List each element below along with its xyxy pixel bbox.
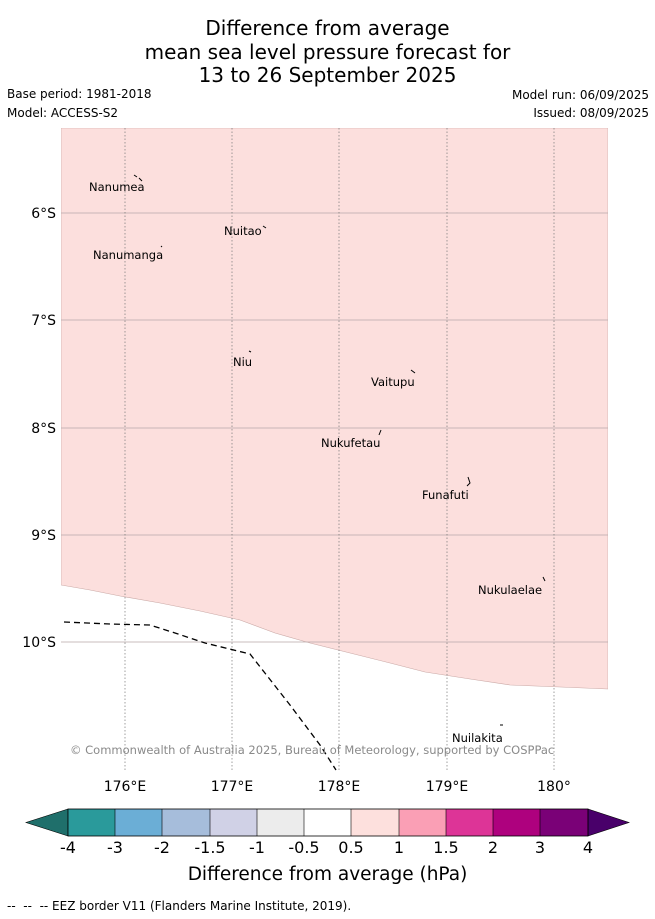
island-funafuti-shape [466,476,471,487]
latitude-gridlines [61,212,608,643]
cb-tick-9: 1.5 [433,838,458,857]
latitude-labels: 6°S 7°S 8°S 9°S 10°S [22,206,56,651]
lat-label-8s: 8°S [31,421,56,437]
lon-label-180: 180° [537,779,571,795]
colorbar-tick-labels: -4 -3 -2 -1.5 -1 -0.5 0.5 1 1.5 2 3 4 [60,838,593,857]
cb-tick-3: -2 [154,838,170,857]
lat-label-10s: 10°S [22,635,56,651]
cb-tick-5: -1 [249,838,265,857]
copyright-notice: © Commonwealth of Australia 2025, Bureau… [70,743,554,757]
colorbar-segment-2 [115,809,162,836]
map-panel: Nanumea Nuitao Nanumanga Niu Vaitupu Nuk… [61,128,608,771]
colorbar: -4 -3 -2 -1.5 -1 -0.5 0.5 1 1.5 2 3 4 Di… [25,808,630,885]
cb-tick-4: -1.5 [194,838,225,857]
island-outlines [133,174,546,726]
cb-tick-6: -0.5 [288,838,319,857]
colorbar-segment-3 [162,809,210,836]
lon-label-177e: 177°E [211,779,254,795]
title-line-3: 13 to 26 September 2025 [198,63,457,87]
place-nuilakita: Nuilakita [452,731,503,745]
colorbar-segment-1 [68,809,115,836]
cb-tick-8: 1 [394,838,404,857]
lon-label-176e: 176°E [104,779,147,795]
colorbar-segment-5 [257,809,304,836]
colorbar-segment-9 [446,809,493,836]
model-label: Model: ACCESS-S2 [7,106,119,120]
place-labels: Nanumea Nuitao Nanumanga Niu Vaitupu Nuk… [89,180,542,745]
colorbar-segment-8 [399,809,446,836]
cb-tick-12: 4 [583,838,593,857]
title-line-2: mean sea level pressure forecast for [144,39,511,64]
colorbar-dividers [114,809,541,836]
place-nukufetau: Nukufetau [321,436,380,450]
eez-border [63,621,337,771]
lat-label-9s: 9°S [31,528,56,544]
cb-tick-1: -4 [60,838,76,857]
place-funafuti: Funafuti [422,488,469,502]
lat-label-7s: 7°S [31,313,56,329]
island-nukulaelae-shape [542,576,546,582]
cb-tick-7: 0.5 [338,838,363,857]
place-nukulaelae: Nukulaelae [478,583,542,597]
colorbar-segment-7 [351,809,399,836]
lon-label-179e: 179°E [426,779,469,795]
cb-tick-10: 2 [488,838,498,857]
island-nanumea-shape [133,174,143,182]
lat-label-6s: 6°S [31,206,56,222]
model-run-label: Model run: 06/09/2025 [511,88,649,102]
colorbar-segment-11 [540,809,588,836]
colorbar-segment-4 [210,809,257,836]
place-nanumanga: Nanumanga [93,248,163,262]
island-nukufetau-shape [378,429,382,436]
island-vaitupu-shape [410,369,416,374]
base-period-label: Base period: 1981-2018 [7,87,152,101]
eez-footnote: -- -- -- EEZ border V11 (Flanders Marine… [7,899,352,913]
longitude-labels: 176°E 177°E 178°E 179°E 180° [104,779,571,795]
colorbar-arrow-left [25,808,69,837]
cb-tick-11: 3 [535,838,545,857]
colorbar-segment-10 [493,809,540,836]
lon-label-178e: 178°E [318,779,361,795]
colorbar-segment-6 [304,809,351,836]
place-nuitao: Nuitao [224,224,262,238]
island-nuitao-shape [262,225,267,229]
place-niu: Niu [233,355,252,369]
place-vaitupu: Vaitupu [371,375,415,389]
colorbar-arrow-right [587,808,630,837]
colorbar-frame [67,808,589,837]
pressure-anomaly-region [61,128,608,690]
island-nanumanga-shape [160,245,163,248]
chart-title: Difference from average mean sea level p… [0,16,655,88]
issued-label: Issued: 08/09/2025 [533,106,649,120]
colorbar-title: Difference from average (hPa) [188,864,468,885]
longitude-gridlines [124,128,555,771]
place-nanumea: Nanumea [89,180,145,194]
cb-tick-2: -3 [107,838,123,857]
title-line-1: Difference from average [205,16,450,40]
island-niu-shape [248,350,252,353]
